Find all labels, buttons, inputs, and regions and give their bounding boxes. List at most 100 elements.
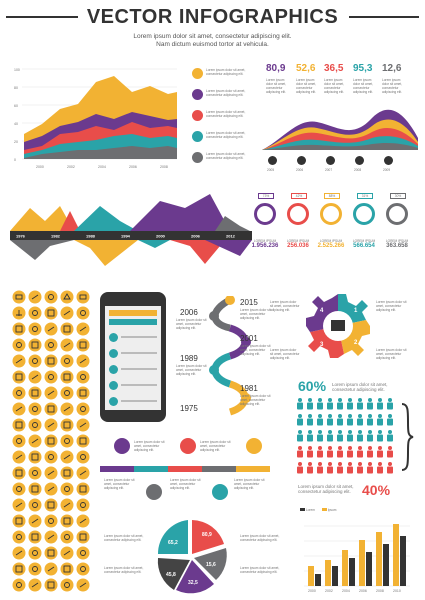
phone-search-bar bbox=[109, 319, 157, 325]
snake-node-icon bbox=[209, 365, 219, 375]
timeline-valley-gray bbox=[10, 240, 74, 260]
area-y-tick: 0 bbox=[14, 158, 16, 162]
area-y-tick: 40 bbox=[14, 122, 18, 126]
pie-text: Lorem ipsum dolor sit amet, consectetur … bbox=[240, 566, 280, 574]
snake-year: 2001 bbox=[240, 334, 258, 343]
wave-year: 2008 bbox=[354, 168, 362, 172]
snake-year: 1975 bbox=[180, 404, 198, 413]
pin-circle bbox=[320, 203, 342, 225]
list-line bbox=[121, 336, 157, 338]
pin-marker: 88% LOREM IPSUM 2.525.266 bbox=[316, 193, 346, 249]
pie-text: Lorem ipsum dolor sit amet, consectetur … bbox=[104, 566, 144, 574]
bar-x-tick: 2004 bbox=[342, 589, 350, 593]
arrow-band bbox=[100, 466, 270, 472]
legend-list: Lorem ipsum dolor sit amet, consectetur … bbox=[192, 66, 256, 171]
list-bullet-icon bbox=[109, 396, 118, 406]
legend-text: Lorem ipsum dolor sit amet, consectetur … bbox=[206, 131, 246, 139]
area-x-tick: 2000 bbox=[36, 165, 44, 169]
arrow-step-circle bbox=[146, 484, 162, 500]
pie-slice-teal bbox=[157, 520, 188, 554]
wave-value: 36,5 bbox=[324, 63, 344, 74]
pin-circle bbox=[254, 203, 276, 225]
pin-value: 256.036 bbox=[287, 243, 309, 249]
area-y-tick: 80 bbox=[14, 86, 18, 90]
people-pct-bottom: 40% bbox=[362, 482, 391, 498]
timeline-peaks-yellow bbox=[10, 206, 74, 231]
people-text-bottom-line: consectetur adipiscing elit. bbox=[298, 489, 351, 494]
list-bullet-icon bbox=[109, 364, 118, 374]
phone-mockup bbox=[100, 292, 166, 422]
snake-node-icon bbox=[241, 337, 251, 347]
snake-text: Lorem ipsum dolor sit amet, consectetur … bbox=[240, 394, 271, 406]
icon-grid bbox=[12, 290, 90, 595]
pin-circle bbox=[353, 203, 375, 225]
wave-chart bbox=[262, 109, 418, 150]
timeline-year: 1994 bbox=[121, 234, 131, 239]
arrow-step-text: Lorem ipsum dolor sit amet, consectetur … bbox=[104, 478, 135, 490]
legend-item: Lorem ipsum dolor sit amet, consectetur … bbox=[192, 66, 256, 87]
timeline-peaks-red bbox=[60, 211, 80, 231]
gear-text: Lorem ipsum dolor sit amet, consectetur … bbox=[376, 300, 407, 312]
phone-list-item bbox=[109, 379, 157, 391]
snake-text: Lorem ipsum dolor sit amet, consectetur … bbox=[176, 318, 207, 330]
pin-value: 2.525.266 bbox=[317, 243, 345, 249]
list-line bbox=[121, 352, 157, 354]
pin-label: LOREM IPSUM bbox=[253, 239, 277, 243]
snake-text: Lorem ipsum dolor sit amet, consectetur … bbox=[240, 308, 271, 320]
title-rule-left bbox=[6, 16, 78, 18]
wave-year: 2009 bbox=[383, 168, 391, 172]
timeline-year: 1976 bbox=[16, 234, 26, 239]
pin-circle bbox=[386, 203, 408, 225]
arrow-band-segment bbox=[100, 466, 134, 472]
legend-item: Lorem ipsum dolor sit amet, consectetur … bbox=[192, 150, 256, 171]
wave-year: 2005 bbox=[267, 168, 275, 172]
snake-timeline bbox=[209, 296, 251, 416]
area-y-tick: 60 bbox=[14, 104, 18, 108]
pin-label: LOREM IPSUM bbox=[352, 239, 376, 243]
timeline-band bbox=[10, 231, 252, 240]
list-line bbox=[121, 400, 157, 402]
pie-label: 15,6 bbox=[206, 562, 216, 568]
pie-label: 45,8 bbox=[166, 572, 176, 578]
timeline-peaks-purple bbox=[130, 194, 230, 231]
list-bullet-icon bbox=[109, 380, 118, 390]
legend-item: Lorem ipsum dolor sit amet, consectetur … bbox=[192, 129, 256, 150]
box-icon bbox=[192, 89, 203, 100]
people-text-bottom-line: Lorem ipsum dolor sit amet, bbox=[298, 484, 354, 489]
pin-label: LOREM IPSUM bbox=[286, 239, 310, 243]
people-text-top-line: Lorem ipsum dolor sit amet, bbox=[332, 382, 388, 387]
area-y-tick: 20 bbox=[14, 140, 18, 144]
wave-value: 52,6 bbox=[296, 63, 316, 74]
chat-icon bbox=[192, 152, 203, 163]
bar-legend: Lorem Ipsum bbox=[300, 508, 400, 512]
phone-list-item bbox=[109, 395, 157, 407]
pin-label: LOREM IPSUM bbox=[385, 239, 409, 243]
pie-label: 80,9 bbox=[202, 532, 212, 538]
wave-value: 12,6 bbox=[382, 63, 402, 74]
wave-values-row: 80,9 52,6 36,5 95,3 12,6 bbox=[266, 63, 416, 77]
snake-node-icon bbox=[241, 393, 251, 403]
pie-label: 65,2 bbox=[168, 540, 178, 546]
pin-pct: 42% bbox=[291, 193, 307, 199]
wave-caption: Lorem ipsum dolor sit amet, consectetur … bbox=[324, 78, 345, 94]
title-rule-right bbox=[349, 16, 419, 18]
subtitle-line-1: Lorem ipsum dolor sit amet, consectetur … bbox=[133, 33, 292, 40]
pie-slice-red bbox=[192, 520, 224, 554]
area-x-tick: 2002 bbox=[67, 165, 75, 169]
timeline-valley-teal bbox=[138, 240, 170, 248]
area-series-gray bbox=[24, 146, 177, 159]
arrow-step-text: Lorem ipsum dolor sit amet, consectetur … bbox=[134, 440, 165, 452]
people-text-bottom: Lorem ipsum dolor sit amet, consectetur … bbox=[298, 484, 378, 494]
wave-caption: Lorem ipsum dolor sit amet, consectetur … bbox=[382, 78, 403, 94]
pin-label: LOREM IPSUM bbox=[319, 239, 343, 243]
arrow-step-circle bbox=[212, 484, 228, 500]
phone-screen bbox=[105, 306, 161, 410]
arrow-step-circle bbox=[246, 438, 262, 454]
bar-x-tick: 2010 bbox=[393, 589, 401, 593]
page-title: VECTOR INFOGRAPHICS bbox=[86, 6, 339, 28]
wave-icon bbox=[355, 156, 364, 165]
snake-node-icon bbox=[225, 296, 235, 305]
pin-circle bbox=[287, 203, 309, 225]
timeline-ribbon: 1976 1982 1988 1994 2000 2006 2012 bbox=[10, 194, 252, 266]
wave-year: 2007 bbox=[325, 168, 333, 172]
